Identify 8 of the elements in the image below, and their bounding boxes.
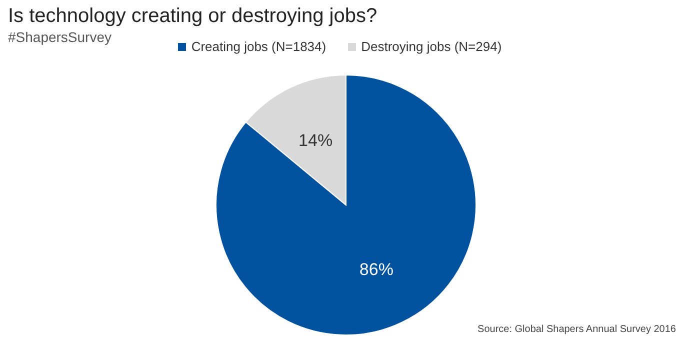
data-label: 14% [298,130,333,150]
pie-slice [216,74,476,336]
text: #ShapersSurvey [8,29,112,45]
data-label: 86% [359,260,394,280]
legend-label: Creating jobs (N=1834) [191,39,326,54]
source-note: Source: Global Shapers Annual Survey 2016 [478,324,676,335]
chart-title: Is technology creating or destroying jobs? [8,5,378,28]
legend-label: Destroying jobs (N=294) [361,39,502,54]
